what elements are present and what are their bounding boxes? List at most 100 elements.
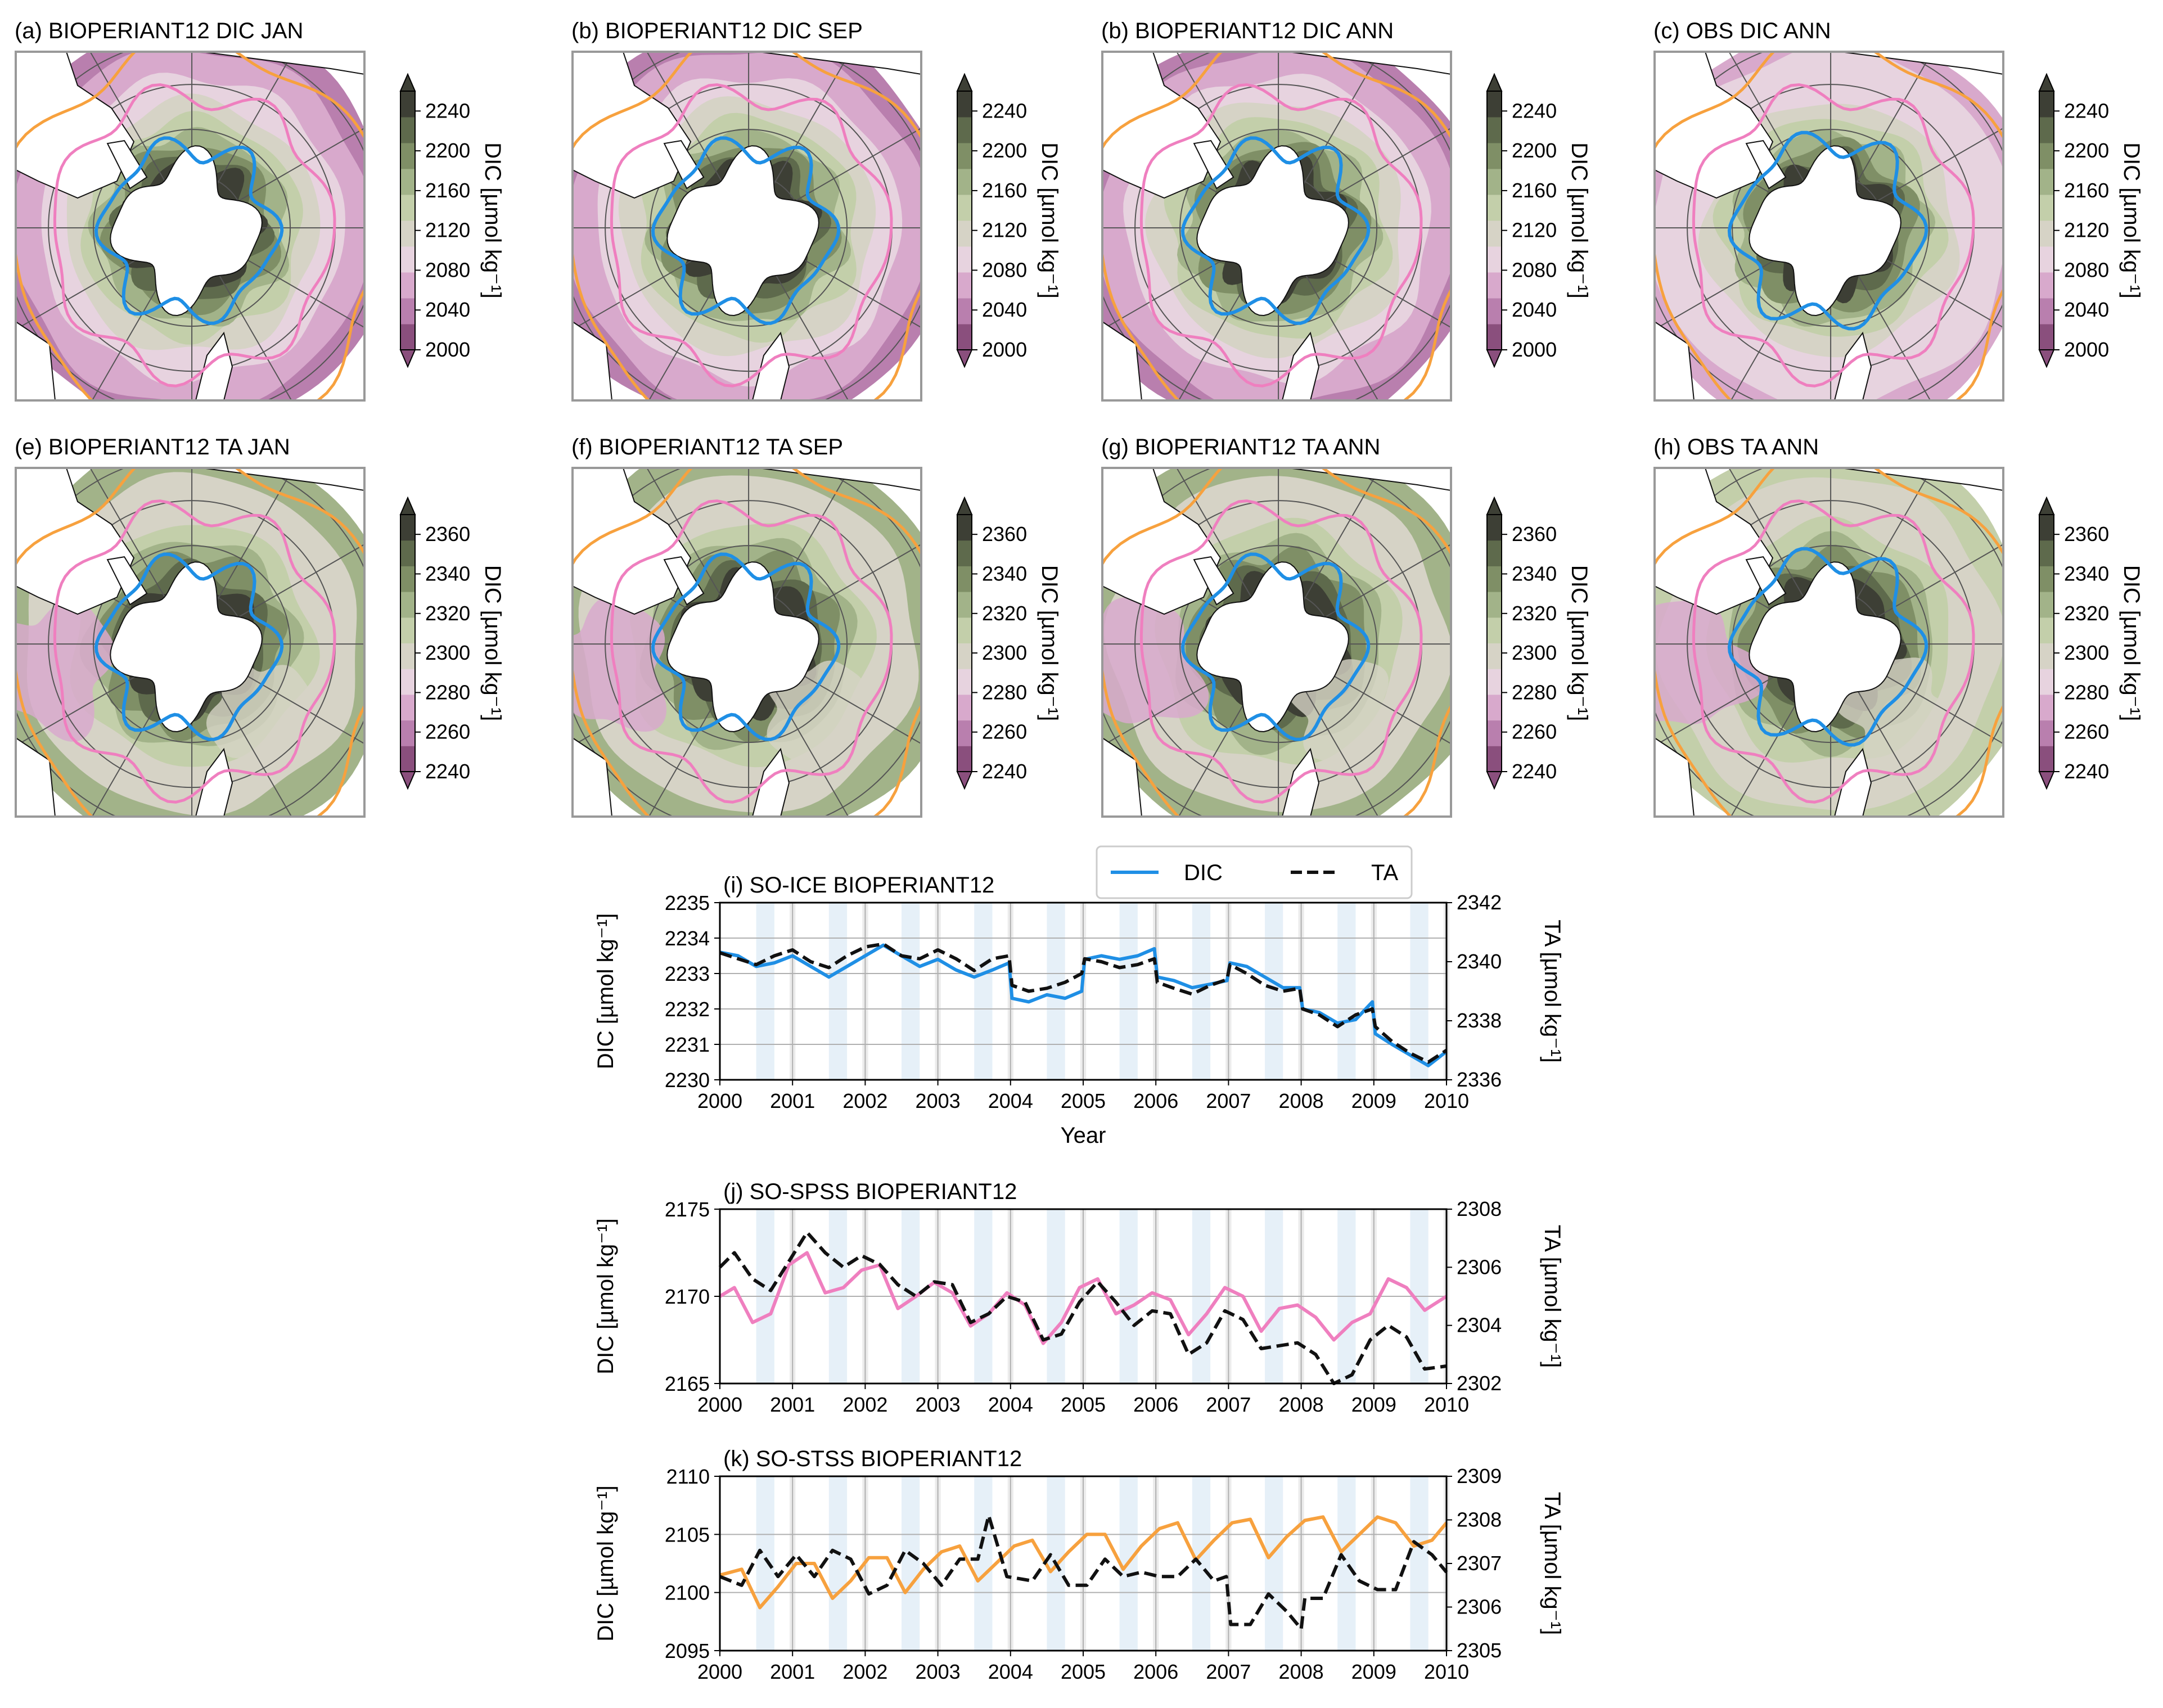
- map-title: (c) OBS DIC ANN: [1653, 19, 1831, 43]
- winter-shading-band: [1265, 1476, 1283, 1651]
- colorbar-segment: [957, 540, 972, 566]
- colorbar-tick-label: 2080: [1512, 258, 1557, 281]
- colorbar-segment: [400, 669, 415, 695]
- colorbar-segment: [1487, 169, 1502, 195]
- x-tick-label: 2004: [988, 1089, 1033, 1112]
- colorbar: 2240 2260 2280 2300 2320 2340 2360 DIC [µmol kg…: [1486, 496, 1592, 790]
- winter-shading-band: [756, 903, 774, 1080]
- map-low-ta-region: [573, 596, 667, 732]
- antarctica-landmass: [110, 561, 263, 733]
- colorbar-tick-label: 2200: [2064, 139, 2109, 162]
- stss-boundary: [573, 52, 921, 400]
- colorbar-tick-label: 2240: [425, 760, 470, 783]
- colorbar-tick-label: 2200: [982, 139, 1027, 162]
- colorbar-tick-label: 2240: [2064, 99, 2109, 122]
- colorbar-segment: [2039, 117, 2054, 143]
- y-right-axis-label: TA [µmol kg⁻¹]: [1540, 1225, 1565, 1368]
- winter-shading-band: [1410, 903, 1429, 1080]
- antarctica-landmass: [666, 561, 819, 733]
- x-axis-label: Year: [1061, 1123, 1106, 1148]
- colorbar-extend-bottom: [399, 771, 416, 790]
- colorbar-segment: [400, 566, 415, 592]
- colorbar-segment: [957, 143, 972, 169]
- y-right-tick-label: 2336: [1457, 1068, 1502, 1091]
- colorbar-tick-label: 2320: [1512, 602, 1557, 625]
- map-title: (a) BIOPERIANT12 DIC JAN: [15, 19, 303, 43]
- map-panel: (b) BIOPERIANT12 DIC SEP: [571, 19, 922, 402]
- colorbar-segment: [957, 220, 972, 247]
- colorbar-segment: [400, 246, 415, 273]
- map-frame: [1101, 467, 1452, 818]
- stss-boundary: [1655, 468, 2003, 817]
- x-tick-label: 2000: [697, 1660, 742, 1683]
- sea-ice-boundary: [1727, 130, 1928, 331]
- sea-ice-boundary: [1727, 547, 1928, 747]
- antarctic-peninsula: [106, 556, 148, 606]
- sea-ice-boundary: [1180, 136, 1371, 325]
- new-zealand-landmass: [195, 747, 233, 817]
- new-zealand-landmass: [195, 331, 233, 400]
- map-panels: (a) BIOPERIANT12 DIC JAN (b) BIOPERIANT12…: [15, 19, 2004, 818]
- colorbar-extend-bottom: [2038, 771, 2055, 790]
- colorbar-segment: [2039, 143, 2054, 169]
- colorbar-tick-label: 2360: [1512, 522, 1557, 546]
- colorbar-segment: [400, 515, 415, 541]
- colorbar-label: DIC [µmol kg⁻¹]: [480, 565, 505, 722]
- winter-shading-band: [974, 1476, 993, 1651]
- colorbar-segment: [400, 298, 415, 325]
- colorbar-tick-label: 2120: [1512, 219, 1557, 242]
- colorbar-segment: [400, 324, 415, 350]
- colorbar-segment: [400, 720, 415, 746]
- winter-shading-band: [1337, 1476, 1356, 1651]
- map-content: [16, 52, 364, 400]
- y-left-tick-label: 2175: [665, 1198, 710, 1221]
- map-frame: [571, 467, 922, 818]
- sea-ice-boundary: [94, 136, 284, 325]
- colorbar-extend-bottom: [399, 349, 416, 368]
- new-zealand-landmass: [751, 331, 790, 400]
- legend: DIC TA: [1096, 845, 1413, 899]
- x-tick-label: 2009: [1351, 1393, 1396, 1416]
- colorbar-tick-label: 2000: [2064, 338, 2109, 361]
- winter-shading-band: [1410, 1476, 1429, 1651]
- antarctic-peninsula: [106, 140, 148, 190]
- australia-landmass: [1655, 737, 1695, 817]
- spss-boundary: [1139, 499, 1423, 804]
- x-tick-label: 2001: [770, 1660, 815, 1683]
- colorbar-tick-label: 2340: [982, 562, 1027, 585]
- colorbar-segment: [1487, 324, 1502, 350]
- colorbar: 2000 2040 2080 2120 2160 2200 2240 DIC [µmol kg…: [956, 73, 1062, 368]
- stss-boundary: [1655, 52, 2003, 400]
- colorbar-label: DIC [µmol kg⁻¹]: [480, 142, 505, 299]
- y-right-tick-label: 2306: [1457, 1255, 1502, 1278]
- colorbar-tick-label: 2280: [425, 681, 470, 704]
- colorbar-segment: [957, 195, 972, 221]
- colorbar-segment: [400, 195, 415, 221]
- australia-landmass: [1102, 737, 1143, 817]
- x-tick-label: 2010: [1424, 1393, 1469, 1416]
- map-frame: [1101, 51, 1452, 402]
- map-frame: [15, 467, 366, 818]
- x-tick-label: 2001: [770, 1393, 815, 1416]
- colorbar-label: DIC [µmol kg⁻¹]: [1567, 565, 1592, 722]
- colorbar-segment: [400, 220, 415, 247]
- x-tick-label: 2009: [1351, 1660, 1396, 1683]
- colorbar-segment: [400, 117, 415, 143]
- panel-title: (j) SO-SPSS BIOPERIANT12: [723, 1179, 1017, 1204]
- winter-shading-band: [902, 1476, 920, 1651]
- y-left-tick-label: 2105: [665, 1523, 710, 1546]
- colorbar-tick-label: 2120: [2064, 219, 2109, 242]
- colorbar-tick-label: 2240: [1512, 760, 1557, 783]
- colorbar-segment: [957, 669, 972, 695]
- colorbar-segment: [1487, 643, 1502, 669]
- spss-boundary: [53, 499, 336, 804]
- x-tick-label: 2010: [1424, 1089, 1469, 1112]
- colorbar-tick-label: 2000: [1512, 338, 1557, 361]
- colorbar-frame: [400, 91, 416, 350]
- colorbar-segment: [1487, 195, 1502, 221]
- colorbar-segment: [2039, 694, 2054, 721]
- time-series-panel: 2000 2001 2002 2003 2004 2005 2006 2007 2008 2009…: [593, 873, 1565, 1148]
- colorbar-segment: [400, 169, 415, 195]
- antarctic-peninsula: [1745, 140, 1787, 190]
- y-right-tick-label: 2308: [1457, 1508, 1502, 1531]
